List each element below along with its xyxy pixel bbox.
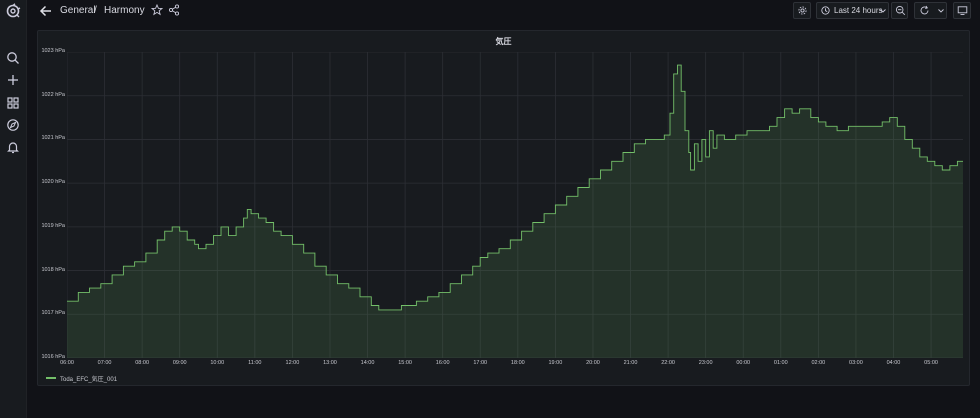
y-tick-label: 1023 hPa — [41, 48, 65, 54]
x-tick-label: 09:00 — [172, 360, 187, 366]
y-tick-label: 1021 hPa — [41, 135, 65, 142]
x-tick-label: 13:00 — [323, 360, 337, 366]
arrow-left-icon[interactable] — [39, 4, 53, 18]
x-tick-label: 15:00 — [398, 360, 412, 366]
search-icon[interactable] — [6, 51, 20, 65]
graph-panel[interactable]: 気圧 1023 hPa 1022 hPa 1021 hPa 1020 hPa 1019 … — [37, 30, 970, 386]
plot-area[interactable] — [67, 52, 963, 358]
x-tick-label: 02:00 — [811, 360, 826, 366]
alert-bell-icon[interactable] — [6, 140, 20, 154]
time-range-picker[interactable]: Last 24 hours — [816, 2, 889, 19]
side-nav — [0, 0, 27, 418]
x-tick-label: 23:00 — [698, 360, 713, 366]
clock-icon — [821, 6, 830, 15]
y-tick-label: 1017 hPa — [41, 310, 65, 317]
dashboard-nav: General / Harmony Last 24 hours — [27, 0, 980, 22]
y-tick-label: 1022 hPa — [41, 91, 65, 98]
series-line[interactable] — [67, 64, 963, 311]
plus-icon[interactable] — [6, 73, 20, 87]
series-area — [67, 65, 963, 358]
x-tick-label: 07:00 — [97, 360, 112, 366]
panel-title: 気圧 — [495, 37, 512, 46]
y-tick-label: 1018 hPa — [41, 266, 65, 273]
x-tick-label: 08:00 — [135, 360, 149, 366]
y-tick-label: 1016 hPa — [41, 354, 65, 360]
x-tick-label: 21:00 — [623, 360, 638, 366]
breadcrumb-folder[interactable]: General — [60, 5, 96, 16]
y-tick-label: 1019 hPa — [41, 222, 65, 229]
x-tick-label: 00:00 — [736, 360, 751, 366]
time-range-label: Last 24 hours — [834, 6, 883, 15]
x-tick-label: 14:00 — [360, 360, 375, 366]
breadcrumb-separator: / — [94, 5, 97, 16]
dashboard-footer-space — [27, 392, 980, 418]
explore-icon[interactable] — [6, 118, 20, 132]
tv-mode-button[interactable] — [953, 2, 971, 19]
breadcrumb-dashboard[interactable]: Harmony — [104, 5, 145, 16]
x-tick-label: 18:00 — [510, 360, 525, 366]
zoom-out-button[interactable] — [891, 2, 908, 19]
grafana-logo[interactable] — [5, 3, 21, 19]
x-tick-label: 04:00 — [886, 360, 901, 366]
x-tick-label: 11:00 — [248, 360, 262, 366]
chevron-down-icon — [880, 9, 886, 13]
dashboard-settings-button[interactable] — [793, 2, 811, 19]
share-icon[interactable] — [168, 4, 180, 16]
legend-color-swatch — [46, 377, 56, 379]
gear-icon — [798, 6, 807, 15]
x-tick-label: 22:00 — [661, 360, 675, 366]
x-tick-label: 06:00 — [60, 360, 74, 366]
y-tick-label: 1020 hPa — [41, 179, 65, 186]
x-tick-label: 16:00 — [435, 360, 450, 366]
x-tick-label: 01:00 — [773, 360, 788, 366]
legend-series-label[interactable]: Toda_EFC_気圧_001 — [60, 377, 118, 383]
x-tick-label: 19:00 — [548, 360, 563, 366]
tv-mode-icon — [957, 6, 968, 15]
x-tick-label: 12:00 — [285, 360, 300, 366]
x-tick-label: 05:00 — [924, 360, 938, 366]
refresh-picker[interactable] — [914, 2, 947, 19]
dashboards-icon[interactable] — [6, 96, 20, 110]
x-tick-label: 03:00 — [849, 360, 863, 366]
chevron-down-icon — [938, 9, 944, 13]
star-icon[interactable] — [151, 4, 163, 16]
zoom-out-icon — [895, 5, 906, 16]
x-tick-label: 20:00 — [586, 360, 600, 366]
x-tick-label: 17:00 — [473, 360, 488, 366]
refresh-icon — [920, 5, 929, 15]
x-tick-label: 10:00 — [210, 360, 225, 366]
